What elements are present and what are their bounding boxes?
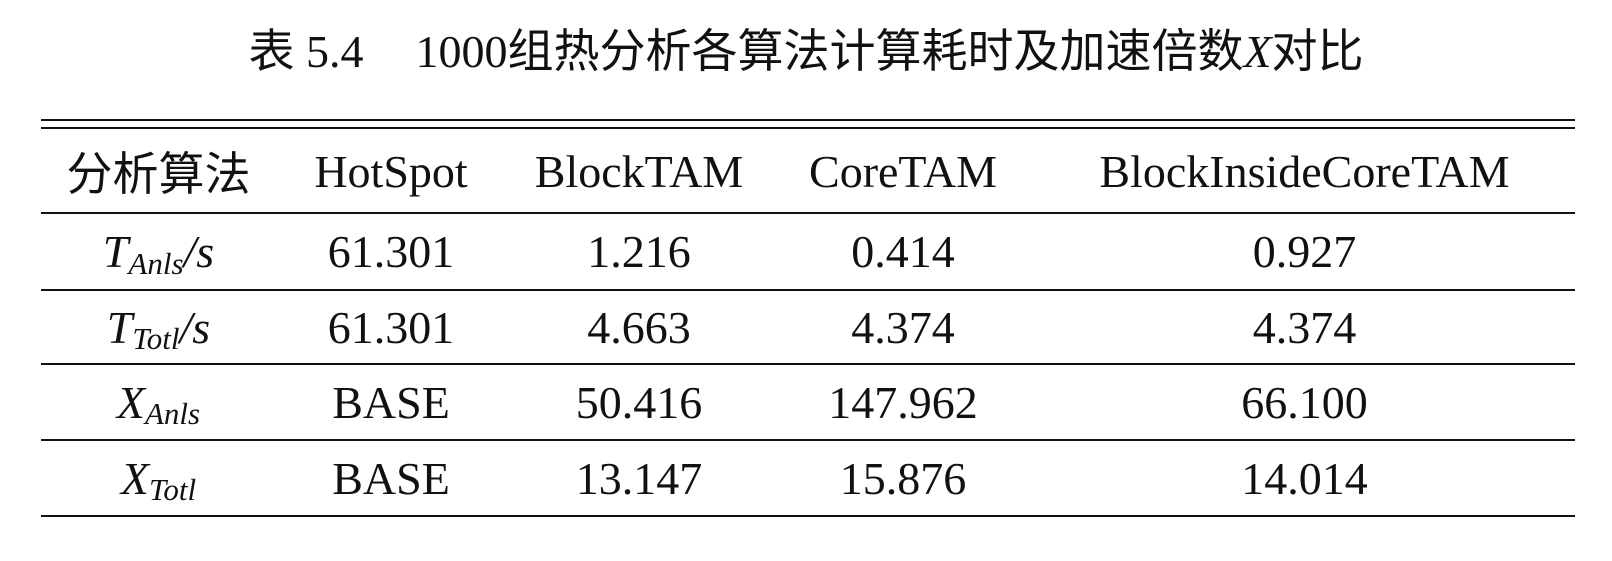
table-cell: 14.014 [1241, 452, 1368, 504]
row-rule [41, 289, 1575, 291]
row-unit: /s [179, 301, 211, 353]
table-cell: 61.301 [327, 301, 455, 353]
row-subscript: Anls [144, 396, 201, 431]
table-cell: 0.927 [1252, 226, 1357, 277]
header-cell-blocktam: BlockTAM [534, 145, 744, 197]
row-subscript: Totl [132, 321, 180, 356]
header-cell-blockinsidecoretam: BlockInsideCoreTAM [1099, 145, 1510, 197]
row-symbol: T [102, 226, 129, 277]
table-number: 表 5.4 [248, 26, 364, 77]
row-symbol: X [120, 452, 149, 504]
table-cell: 15.876 [839, 452, 967, 504]
row-symbol: X [116, 376, 145, 428]
row-label: X Totl [41, 441, 276, 515]
table-cell: 1.216 [587, 226, 691, 277]
header-cell-hotspot: HotSpot [314, 145, 468, 197]
table-cell: 4.374 [851, 301, 955, 353]
caption-text: 1000组热分析各算法计算耗时及加速倍数 [415, 26, 1244, 77]
row-label: T Anls/s [41, 214, 276, 289]
table-caption: 表 5.4 1000组热分析各算法计算耗时及加速倍数X对比 [0, 22, 1612, 82]
table-row: X Totl BASE 13.147 15.876 14.014 [41, 441, 1575, 515]
row-rule [41, 363, 1575, 365]
table-cell: 50.416 [575, 376, 703, 428]
table-cell: 4.663 [587, 301, 691, 353]
table-cell: 13.147 [575, 452, 703, 504]
caption-variable: X [1243, 26, 1272, 77]
row-symbol: T [106, 301, 133, 353]
table-cell: 147.962 [828, 376, 978, 428]
row-label: T Totl/s [41, 291, 276, 363]
row-rule [41, 439, 1575, 441]
header-rule [41, 212, 1575, 214]
row-label: X Anls [41, 365, 276, 439]
table-cell: 61.301 [327, 226, 455, 277]
caption-text-end: 对比 [1271, 26, 1364, 77]
table-cell: 66.100 [1241, 376, 1368, 428]
row-subscript: Anls [128, 245, 184, 281]
table-cell: BASE [332, 376, 450, 428]
bottom-rule [41, 515, 1575, 517]
table-row: X Anls BASE 50.416 147.962 66.100 [41, 365, 1575, 439]
table-cell: 0.414 [851, 226, 955, 277]
header-cell-coretam: CoreTAM [809, 145, 997, 197]
table-row: T Anls/s 61.301 1.216 0.414 0.927 [41, 214, 1575, 289]
header-row: 分析算法 HotSpot BlockTAM CoreTAM BlockInsid… [41, 130, 1575, 212]
row-subscript: Totl [148, 472, 197, 507]
row-unit: /s [183, 226, 215, 277]
top-rule-inner [41, 127, 1575, 129]
table-cell: 4.374 [1252, 301, 1357, 353]
table-row: T Totl/s 61.301 4.663 4.374 4.374 [41, 291, 1575, 363]
top-rule-outer [41, 119, 1575, 121]
table-cell: BASE [332, 452, 450, 504]
header-cell-algorithm: 分析算法 [66, 149, 251, 200]
